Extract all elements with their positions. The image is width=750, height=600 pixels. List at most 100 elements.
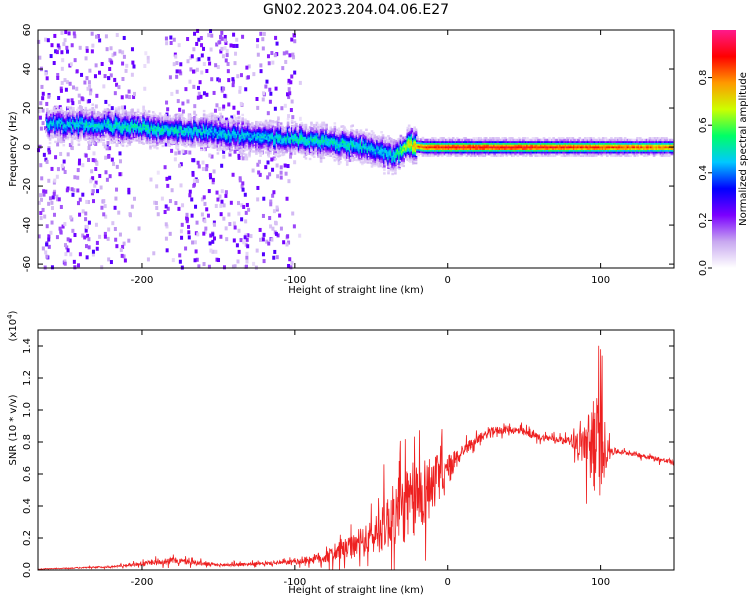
spectrogram-cell (72, 259, 76, 264)
spectrogram-cell (238, 150, 242, 153)
spectrogram-cell (351, 152, 355, 155)
spectrogram-cell (376, 148, 379, 151)
spectrogram-cell (127, 238, 131, 243)
spectrogram-cell (322, 151, 326, 154)
spectrogram-cell (216, 146, 220, 150)
spectrogram-cell (107, 112, 111, 116)
spectrogram-cell (98, 122, 101, 126)
spectrogram-cell (51, 132, 55, 135)
spectrogram-cell (245, 156, 249, 161)
spectrogram-cell (348, 156, 352, 159)
spectrogram-cell (139, 126, 143, 129)
spectrogram-cell (321, 133, 324, 137)
spectrogram-cell (186, 139, 189, 143)
spectrogram-cell (217, 131, 221, 134)
spectrogram-cell (71, 85, 75, 90)
spectrogram-cell (328, 144, 331, 148)
spectrogram-cell (373, 158, 377, 162)
spectrogram-cell (175, 139, 178, 143)
spectrogram-cell (59, 131, 63, 134)
spectrogram-cell (319, 133, 323, 137)
spectrogram-cell (172, 124, 176, 127)
spectrogram-cell (201, 134, 205, 138)
spectrogram-cell (71, 101, 75, 106)
spectrogram-cell (303, 137, 306, 141)
spectrogram-cell (114, 110, 118, 114)
spectrogram-cell (61, 122, 64, 125)
spectrogram-cell (202, 132, 206, 136)
spectrogram-cell (53, 33, 57, 38)
spectrogram-cell (103, 234, 107, 239)
spectrogram-cell (306, 134, 309, 138)
spectrogram-cell (336, 148, 339, 151)
spectrogram-cell (39, 126, 43, 131)
spectrogram-cell (192, 84, 196, 89)
spectrogram-cell (168, 120, 172, 123)
spectrogram-cell (63, 116, 67, 119)
spectrogram-cell (157, 131, 161, 134)
spectrogram-cell (45, 116, 49, 120)
spectrogram-cell (80, 72, 84, 77)
spectrogram-cell (113, 118, 116, 121)
spectrogram-cell (238, 136, 242, 139)
spectrogram-cell (66, 248, 70, 253)
spectrogram-cell (117, 130, 121, 134)
spectrogram-cell (332, 140, 335, 143)
spectrogram-cell (94, 141, 98, 146)
spectrogram-cell (255, 150, 258, 154)
spectrogram-cell (376, 139, 379, 142)
spectrogram-cell (173, 123, 177, 126)
spectrogram-cell (384, 155, 388, 159)
spectrogram-cell (117, 134, 121, 137)
spectrogram-cell (66, 127, 70, 130)
spectrogram-cell (139, 133, 143, 136)
spectrogram-cell (380, 155, 383, 159)
spectrogram-cell (329, 154, 333, 157)
spectrogram-cell (312, 150, 316, 153)
spectrogram-cell (128, 132, 132, 136)
spectrogram-cell (54, 130, 57, 133)
spectrogram-cell (179, 118, 183, 121)
spectrogram-cell (176, 139, 180, 142)
spectrogram-cell (241, 156, 245, 161)
spectrogram-cell (234, 134, 238, 137)
spectrogram-cell (179, 127, 183, 130)
spectrogram-cell (372, 138, 375, 142)
spectrogram-cell (47, 127, 50, 130)
spectrogram-cell (264, 146, 268, 149)
spectrogram-cell (213, 142, 217, 146)
spectrogram-cell (266, 137, 269, 141)
spectrogram-cell (94, 133, 97, 137)
spectrogram-cell (295, 133, 298, 136)
spectrogram-cell (103, 120, 107, 124)
spectrogram-cell (41, 91, 45, 96)
spectrogram-cell (266, 135, 269, 139)
spectrogram-cell (233, 132, 236, 135)
spectrogram-cell (212, 123, 216, 126)
spectrogram-cell (264, 130, 268, 133)
spectrogram-cell (208, 153, 212, 158)
spectrogram-cell (384, 154, 388, 157)
spectrogram-cell (222, 135, 225, 139)
spectrogram-cell (116, 128, 119, 131)
spectrogram-cell (70, 217, 74, 222)
spectrogram-cell (120, 253, 124, 258)
spectrogram-cell (61, 115, 64, 118)
spectrogram-cell (271, 145, 275, 149)
spectrogram-cell (237, 139, 240, 142)
spectrogram-cell (328, 132, 331, 135)
spectrogram-cell (156, 147, 159, 150)
spectrogram-cell (195, 119, 199, 122)
spectrogram-cell (362, 131, 366, 134)
spectrogram-cell (223, 148, 227, 151)
spectrogram-cell (299, 144, 302, 148)
spectrogram-cell (279, 143, 283, 146)
spectrogram-cell (299, 127, 302, 130)
spectrogram-cell (250, 129, 254, 132)
spectrogram-cell (336, 146, 339, 149)
spectrogram-cell (65, 45, 69, 50)
spectrogram-cell (234, 51, 238, 56)
spectrogram-cell (361, 143, 364, 146)
spectrogram-cell (65, 127, 68, 130)
